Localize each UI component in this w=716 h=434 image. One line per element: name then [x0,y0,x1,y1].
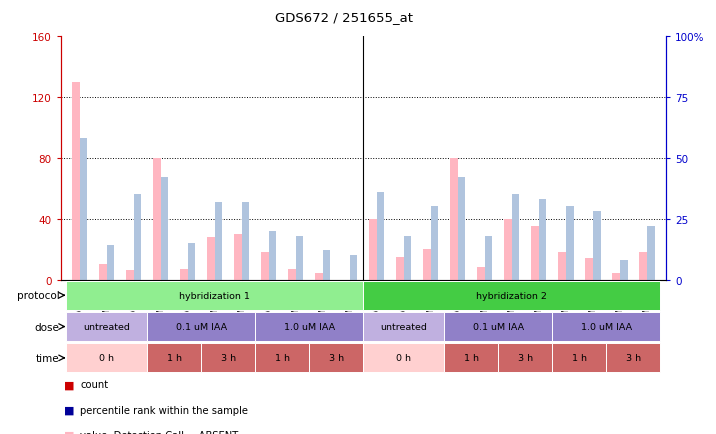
Bar [531,227,539,280]
Text: 0 h: 0 h [397,354,412,362]
Bar [606,344,660,372]
Bar [450,158,458,280]
Bar [478,268,485,280]
Text: 1 h: 1 h [275,354,290,362]
Text: ■: ■ [64,430,75,434]
Bar [180,269,188,280]
Text: hybridization 2: hybridization 2 [476,291,547,300]
Text: protocol: protocol [16,291,59,300]
Bar [566,207,574,280]
Bar [315,274,323,280]
Bar [364,312,445,341]
Bar [586,259,593,280]
Bar [67,344,147,372]
Text: percentile rank within the sample: percentile rank within the sample [80,405,248,414]
Text: 1 h: 1 h [167,354,182,362]
Bar [147,344,201,372]
Bar [67,312,147,341]
Bar [364,281,660,310]
Bar [553,344,606,372]
Bar [234,234,242,280]
Bar [126,271,134,280]
Bar [207,237,215,280]
Text: ■: ■ [64,380,75,389]
Text: 1.0 uM IAA: 1.0 uM IAA [581,322,632,331]
Bar [79,139,87,280]
Bar [215,202,223,280]
Text: 1.0 uM IAA: 1.0 uM IAA [284,322,335,331]
Bar [147,312,256,341]
Bar [67,281,364,310]
Bar [504,219,512,280]
Bar [639,253,647,280]
Bar [397,257,404,280]
Bar [100,265,107,280]
Text: untreated: untreated [83,322,130,331]
Text: 0.1 uM IAA: 0.1 uM IAA [175,322,227,331]
Text: untreated: untreated [380,322,427,331]
Bar [458,178,465,280]
Bar [289,269,296,280]
Bar [242,202,249,280]
Bar [377,192,384,280]
Bar [188,243,195,280]
Text: 1 h: 1 h [464,354,479,362]
Text: 3 h: 3 h [626,354,641,362]
Bar [431,207,438,280]
Bar [647,227,654,280]
Bar [72,82,79,280]
Bar [539,200,546,280]
Bar [309,344,363,372]
Bar [553,312,660,341]
Bar [612,274,620,280]
Bar [261,253,268,280]
Text: time: time [36,353,59,363]
Text: 1 h: 1 h [572,354,587,362]
Bar [445,344,498,372]
Text: ■: ■ [64,405,75,414]
Bar [201,344,256,372]
Bar [296,236,304,280]
Bar [350,256,357,280]
Text: 3 h: 3 h [329,354,344,362]
Bar [498,344,553,372]
Bar [134,195,141,280]
Bar [620,260,627,280]
Bar [485,236,493,280]
Text: dose: dose [34,322,59,332]
Bar [256,312,364,341]
Text: count: count [80,380,108,389]
Text: 0.1 uM IAA: 0.1 uM IAA [473,322,524,331]
Bar [323,251,330,280]
Text: value, Detection Call = ABSENT: value, Detection Call = ABSENT [80,430,238,434]
Bar [558,253,566,280]
Bar [161,178,168,280]
Text: hybridization 1: hybridization 1 [180,291,251,300]
Bar [512,195,520,280]
Bar [593,212,601,280]
Bar [364,344,445,372]
Bar [369,219,377,280]
Bar [268,231,276,280]
Bar [256,344,309,372]
Text: GDS672 / 251655_at: GDS672 / 251655_at [275,11,412,24]
Bar [153,158,161,280]
Bar [423,250,431,280]
Text: 3 h: 3 h [518,354,533,362]
Text: 3 h: 3 h [221,354,236,362]
Bar [445,312,553,341]
Bar [107,246,115,280]
Text: 0 h: 0 h [100,354,115,362]
Bar [404,236,412,280]
